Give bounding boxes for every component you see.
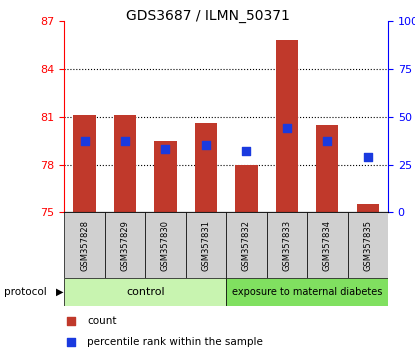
Text: ▶: ▶ (56, 287, 63, 297)
Bar (356, 205, 379, 212)
FancyBboxPatch shape (348, 212, 388, 278)
Text: GSM357832: GSM357832 (242, 219, 251, 271)
Point (68, 339, 74, 344)
Text: count: count (87, 316, 117, 326)
Point (81, 138, 88, 144)
FancyBboxPatch shape (145, 212, 186, 278)
FancyBboxPatch shape (307, 212, 348, 278)
Bar (114, 115, 136, 212)
Bar (154, 141, 177, 212)
Point (324, 138, 331, 144)
Text: GSM357830: GSM357830 (161, 219, 170, 271)
Text: control: control (126, 287, 165, 297)
Text: exposure to maternal diabetes: exposure to maternal diabetes (232, 287, 382, 297)
FancyBboxPatch shape (226, 278, 388, 306)
FancyBboxPatch shape (226, 212, 267, 278)
FancyBboxPatch shape (105, 212, 145, 278)
Text: GDS3687 / ILMN_50371: GDS3687 / ILMN_50371 (126, 9, 289, 23)
Point (68, 318, 74, 324)
Bar (195, 123, 217, 212)
Point (283, 125, 290, 131)
Text: protocol: protocol (4, 287, 47, 297)
FancyBboxPatch shape (267, 212, 307, 278)
Text: GSM357833: GSM357833 (282, 219, 291, 271)
Point (122, 138, 128, 144)
Point (243, 148, 250, 154)
Bar (73, 115, 96, 212)
Text: percentile rank within the sample: percentile rank within the sample (87, 337, 263, 347)
Point (162, 146, 169, 152)
Text: GSM357829: GSM357829 (120, 220, 129, 270)
Bar (235, 165, 258, 212)
Point (364, 154, 371, 160)
FancyBboxPatch shape (186, 212, 226, 278)
FancyBboxPatch shape (64, 278, 226, 306)
Point (203, 143, 209, 148)
FancyBboxPatch shape (64, 212, 105, 278)
Text: GSM357831: GSM357831 (201, 219, 210, 271)
Bar (276, 40, 298, 212)
Text: GSM357834: GSM357834 (323, 219, 332, 271)
Bar (316, 125, 339, 212)
Text: GSM357835: GSM357835 (363, 219, 372, 271)
Text: GSM357828: GSM357828 (80, 219, 89, 271)
